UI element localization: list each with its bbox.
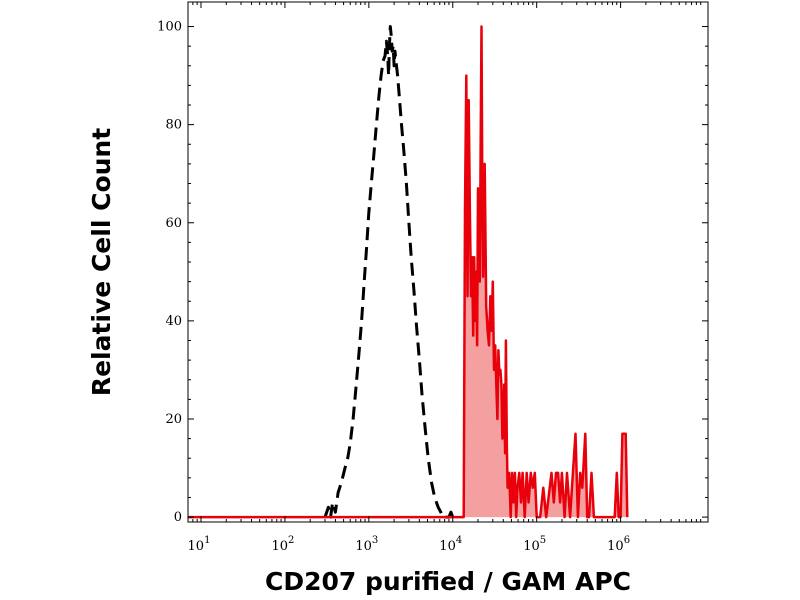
series-1-line (188, 25, 629, 519)
y-tick-label: 80 (165, 118, 182, 133)
y-axis-title: Relative Cell Count (87, 128, 116, 396)
y-tick-label: 20 (165, 412, 182, 427)
series-1-area (188, 26, 628, 518)
y-tick-label: 0 (174, 510, 182, 525)
y-tick-label: 60 (165, 216, 182, 231)
x-tick-label: 101 (188, 535, 211, 554)
y-axis: 0 20 40 60 80 100 (157, 20, 708, 525)
series-0-line (323, 25, 455, 519)
x-tick-label: 104 (439, 535, 462, 554)
plot-frame (187, 1, 709, 523)
x-tick-label: 103 (355, 535, 378, 554)
x-tick-label: 102 (271, 535, 294, 554)
x-tick-label: 106 (607, 535, 630, 554)
y-tick-label: 40 (165, 314, 182, 329)
plot-area (188, 25, 629, 519)
x-axis-title: CD207 purified / GAM APC (265, 567, 631, 596)
x-tick-label: 105 (523, 535, 546, 554)
y-tick-label: 100 (157, 20, 182, 35)
